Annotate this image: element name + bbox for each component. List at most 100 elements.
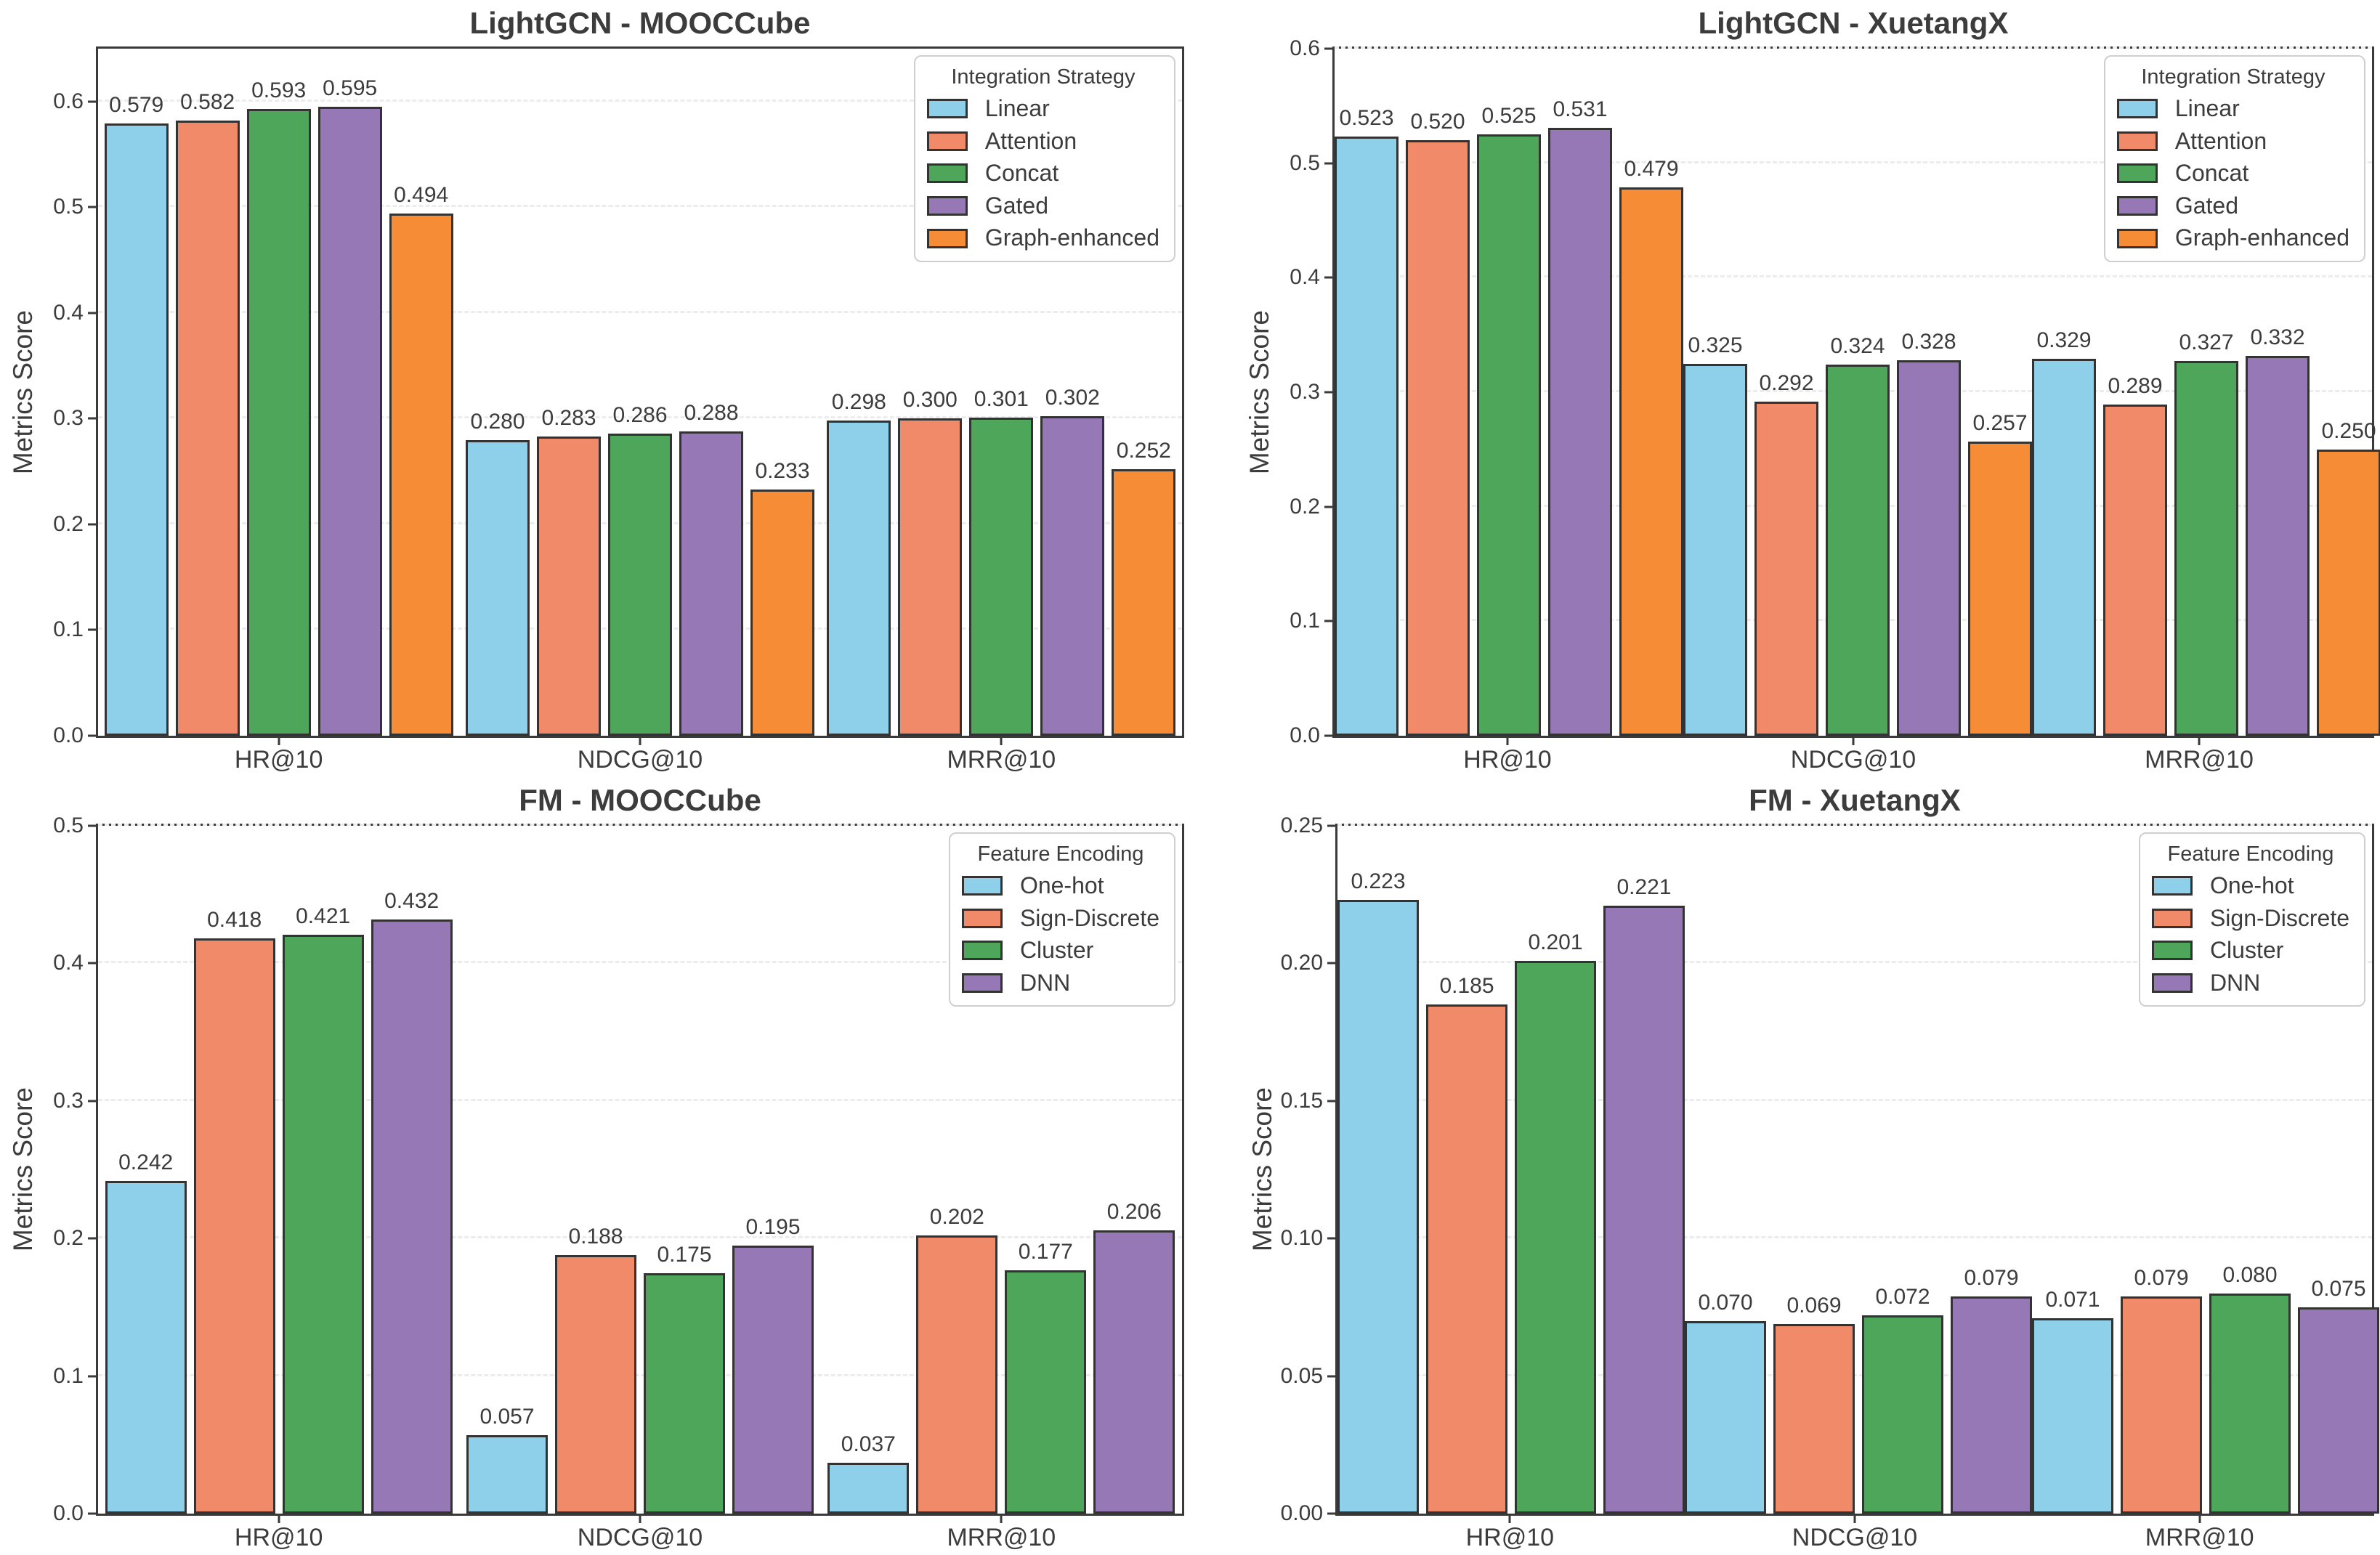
legend-label-gated: Gated — [984, 192, 1048, 219]
x-tick-label: HR@10 — [1465, 1524, 1555, 1551]
legend-swatch-concat — [926, 163, 968, 184]
y-tick-mark — [88, 1512, 98, 1515]
legend: Feature Encoding One-hot Sign-Discrete Clu… — [948, 832, 1175, 1007]
y-tick-mark — [88, 1100, 98, 1103]
legend-label-one-hot: One-hot — [2209, 872, 2294, 898]
y-tick-mark — [1327, 1375, 1337, 1378]
y-tick-label: 0.1 — [53, 1363, 84, 1388]
bar-wrap-concat-ndcg-10: 0.324 — [1826, 49, 1890, 736]
legend-item-gated: Gated — [926, 192, 1159, 219]
x-tick-label: NDCG@10 — [1790, 746, 1916, 774]
bar-group-ndcg-10: 0.325 0.292 0.324 0.328 0.257 — [1683, 49, 2032, 736]
y-tick-label: 0.0 — [53, 723, 84, 747]
y-axis-label-box: Metrics Score — [1244, 46, 1276, 738]
bar-value-label: 0.582 — [180, 89, 235, 114]
bar-wrap-concat-mrr-10: 0.327 — [2174, 49, 2238, 736]
gridline-y-0.10 — [1337, 1236, 2372, 1239]
bar-value-label: 0.079 — [2134, 1265, 2189, 1290]
y-tick-label: 0.20 — [1280, 951, 1323, 975]
legend-swatch-attention — [926, 131, 968, 151]
bar-group-hr-10: 0.523 0.520 0.525 0.531 0.479 — [1335, 49, 1683, 736]
bar-value-label: 0.531 — [1553, 97, 1608, 121]
bars-layer: 0.579 0.582 0.593 0.595 0.494 0.280 0.283 0.286… — [98, 49, 1182, 736]
bar-value-label: 0.494 — [394, 183, 449, 208]
bar-wrap-concat-ndcg-10: 0.286 — [607, 49, 672, 736]
legend-swatch-dnn — [2151, 973, 2193, 994]
bar-value-label: 0.221 — [1616, 874, 1672, 899]
bar-graph-enhanced-mrr-10 — [1112, 469, 1176, 736]
bar-value-label: 0.188 — [568, 1224, 623, 1249]
legend-swatch-linear — [2116, 99, 2158, 119]
y-tick-mark — [1324, 276, 1335, 279]
bar-value-label: 0.520 — [1410, 110, 1465, 134]
bar-value-label: 0.298 — [831, 390, 886, 415]
bar-value-label: 0.288 — [684, 400, 739, 425]
y-tick-mark — [1324, 162, 1335, 165]
bars-layer: 0.523 0.520 0.525 0.531 0.479 0.325 0.292 0.324… — [1335, 49, 2380, 736]
bar-linear-mrr-10 — [827, 421, 891, 736]
bar-value-label: 0.301 — [974, 386, 1029, 411]
bar-wrap-dnn-hr-10: 0.432 — [371, 826, 453, 1514]
chart-fm-xuetangx: FM - XuetangX Metrics Score 0.00 0.05 0.10… — [1190, 777, 2380, 1555]
y-tick-label: 0.5 — [53, 813, 84, 837]
y-axis-label-box: Metrics Score — [7, 46, 39, 738]
bar-one-hot-ndcg-10 — [1685, 1320, 1766, 1514]
x-tick-mark — [639, 736, 641, 745]
bar-wrap-one-hot-mrr-10: 0.071 — [2032, 826, 2113, 1514]
bar-value-label: 0.327 — [2179, 330, 2234, 355]
legend-label-gated: Gated — [2174, 192, 2238, 219]
bar-wrap-graph-enhanced-ndcg-10: 0.257 — [1968, 49, 2032, 736]
bar-value-label: 0.080 — [2222, 1262, 2278, 1287]
gridline-y-0.20 — [1337, 961, 2372, 964]
chart-title: FM - XuetangX — [1749, 783, 1961, 817]
x-tick-label: MRR@10 — [2145, 746, 2254, 774]
bar-value-label: 0.233 — [755, 458, 810, 483]
bar-value-label: 0.325 — [1688, 333, 1743, 357]
bar-value-label: 0.252 — [1116, 439, 1171, 463]
bar-value-label: 0.300 — [902, 388, 958, 413]
y-tick-label: 0.15 — [1280, 1088, 1323, 1113]
y-tick-mark — [1324, 620, 1335, 622]
bar-attention-mrr-10 — [2103, 405, 2167, 736]
bar-group-hr-10: 0.579 0.582 0.593 0.595 0.494 — [98, 49, 459, 736]
legend-title: Feature Encoding — [2167, 843, 2334, 866]
legend-swatch-cluster — [961, 941, 1003, 961]
bar-value-label: 0.175 — [657, 1242, 712, 1267]
chart-title: LightGCN - XuetangX — [1698, 6, 2009, 40]
bar-wrap-cluster-ndcg-10: 0.072 — [1862, 826, 1943, 1514]
legend-swatch-sign-discrete — [2151, 908, 2193, 928]
x-tick-label: HR@10 — [1463, 746, 1552, 774]
legend: Integration Strategy Linear Attention Conc… — [913, 55, 1175, 262]
bar-dnn-ndcg-10 — [1951, 1296, 2032, 1514]
gridline-y-0.3 — [98, 1098, 1182, 1101]
legend-label-one-hot: One-hot — [1019, 872, 1104, 898]
bar-wrap-concat-mrr-10: 0.301 — [969, 49, 1034, 736]
bar-gated-hr-10 — [317, 107, 382, 736]
bar-cluster-mrr-10 — [2209, 1293, 2291, 1514]
bar-cluster-mrr-10 — [1005, 1270, 1087, 1514]
bar-wrap-graph-enhanced-ndcg-10: 0.233 — [750, 49, 814, 736]
legend-label-graph-enhanced: Graph-enhanced — [984, 224, 1159, 251]
y-tick-label: 0.10 — [1280, 1226, 1323, 1251]
bar-gated-ndcg-10 — [1897, 360, 1961, 736]
y-tick-mark — [1324, 391, 1335, 394]
bar-wrap-dnn-ndcg-10: 0.079 — [1951, 826, 2032, 1514]
bar-attention-ndcg-10 — [1754, 401, 1818, 736]
x-tick-mark — [639, 1514, 641, 1523]
y-tick-mark — [88, 628, 98, 631]
x-tick-label: HR@10 — [234, 1524, 323, 1551]
bar-concat-mrr-10 — [2174, 361, 2238, 736]
bar-value-label: 0.195 — [745, 1214, 801, 1239]
legend-label-concat: Concat — [2174, 160, 2249, 187]
y-tick-label: 0.2 — [53, 511, 84, 536]
bar-value-label: 0.250 — [2321, 418, 2376, 443]
bar-wrap-linear-mrr-10: 0.298 — [827, 49, 891, 736]
bar-value-label: 0.206 — [1106, 1199, 1162, 1224]
x-tick-mark — [1852, 736, 1855, 745]
legend-label-dnn: DNN — [1019, 969, 1071, 996]
bar-linear-ndcg-10 — [1683, 363, 1747, 736]
x-tick-label: NDCG@10 — [577, 746, 703, 774]
x-tick-label: HR@10 — [234, 746, 323, 774]
bar-wrap-cluster-mrr-10: 0.080 — [2209, 826, 2291, 1514]
